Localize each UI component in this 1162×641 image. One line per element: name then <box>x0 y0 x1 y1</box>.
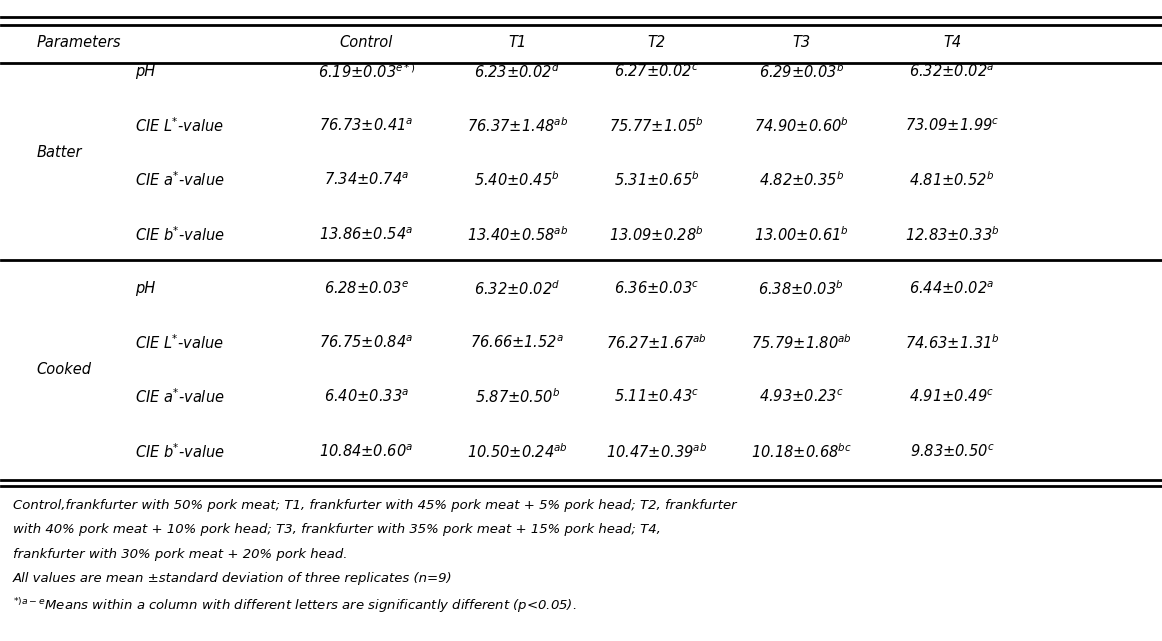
Text: 74.63±1.31$^{b}$: 74.63±1.31$^{b}$ <box>904 333 999 352</box>
Text: 6.32±0.02$^{d}$: 6.32±0.02$^{d}$ <box>474 279 560 298</box>
Text: CIE b$^{*}$-value: CIE b$^{*}$-value <box>135 442 224 461</box>
Text: 75.77±1.05$^{b}$: 75.77±1.05$^{b}$ <box>609 117 704 135</box>
Text: CIE a$^{*}$-value: CIE a$^{*}$-value <box>135 388 224 406</box>
Text: 4.81±0.52$^{b}$: 4.81±0.52$^{b}$ <box>910 171 995 190</box>
Text: CIE L$^{*}$-value: CIE L$^{*}$-value <box>135 333 223 352</box>
Text: CIE b$^{*}$-value: CIE b$^{*}$-value <box>135 225 224 244</box>
Text: All values are mean ±standard deviation of three replicates (n=9): All values are mean ±standard deviation … <box>13 572 453 585</box>
Text: 6.44±0.02$^{a}$: 6.44±0.02$^{a}$ <box>910 280 995 297</box>
Text: 5.31±0.65$^{b}$: 5.31±0.65$^{b}$ <box>614 171 700 190</box>
Text: 7.34±0.74$^{a}$: 7.34±0.74$^{a}$ <box>324 172 409 188</box>
Text: 74.90±0.60$^{b}$: 74.90±0.60$^{b}$ <box>754 117 848 135</box>
Text: pH: pH <box>135 281 155 296</box>
Text: $^{*)a-e}$Means within a column with different letters are significantly differe: $^{*)a-e}$Means within a column with dif… <box>13 596 576 615</box>
Text: 10.47±0.39$^{ab}$: 10.47±0.39$^{ab}$ <box>605 442 706 461</box>
Text: 6.32±0.02$^{a}$: 6.32±0.02$^{a}$ <box>910 63 995 80</box>
Text: 9.83±0.50$^{c}$: 9.83±0.50$^{c}$ <box>910 443 995 460</box>
Text: 10.84±0.60$^{a}$: 10.84±0.60$^{a}$ <box>320 443 414 460</box>
Text: 10.18±0.68$^{bc}$: 10.18±0.68$^{bc}$ <box>751 442 852 461</box>
Text: 75.79±1.80$^{ab}$: 75.79±1.80$^{ab}$ <box>751 333 852 352</box>
Text: frankfurter with 30% pork meat + 20% pork head.: frankfurter with 30% pork meat + 20% por… <box>13 547 347 561</box>
Text: CIE a$^{*}$-value: CIE a$^{*}$-value <box>135 171 224 190</box>
Text: 6.40±0.33$^{a}$: 6.40±0.33$^{a}$ <box>324 389 409 405</box>
Text: Batter: Batter <box>36 146 81 160</box>
Text: 76.27±1.67$^{ab}$: 76.27±1.67$^{ab}$ <box>605 333 706 352</box>
Text: 5.11±0.43$^{c}$: 5.11±0.43$^{c}$ <box>614 389 698 405</box>
Text: 6.19±0.03$^{e*)}$: 6.19±0.03$^{e*)}$ <box>317 62 416 81</box>
Text: 6.38±0.03$^{b}$: 6.38±0.03$^{b}$ <box>759 279 844 298</box>
Text: 5.87±0.50$^{b}$: 5.87±0.50$^{b}$ <box>474 388 560 406</box>
Text: 76.73±0.41$^{a}$: 76.73±0.41$^{a}$ <box>320 117 414 134</box>
Text: 76.66±1.52$^{a}$: 76.66±1.52$^{a}$ <box>471 335 565 351</box>
Text: 12.83±0.33$^{b}$: 12.83±0.33$^{b}$ <box>905 225 999 244</box>
Text: 6.23±0.02$^{d}$: 6.23±0.02$^{d}$ <box>474 62 560 81</box>
Text: 73.09±1.99$^{c}$: 73.09±1.99$^{c}$ <box>905 117 999 134</box>
Text: T2: T2 <box>647 35 666 51</box>
Text: 5.40±0.45$^{b}$: 5.40±0.45$^{b}$ <box>474 171 560 190</box>
Text: T1: T1 <box>508 35 526 51</box>
Text: Cooked: Cooked <box>36 362 91 378</box>
Text: Parameters: Parameters <box>36 35 121 51</box>
Text: 4.93±0.23$^{c}$: 4.93±0.23$^{c}$ <box>759 389 844 405</box>
Text: 13.00±0.61$^{b}$: 13.00±0.61$^{b}$ <box>754 225 848 244</box>
Text: 6.36±0.03$^{c}$: 6.36±0.03$^{c}$ <box>614 280 698 297</box>
Text: 76.75±0.84$^{a}$: 76.75±0.84$^{a}$ <box>320 335 414 351</box>
Text: 13.40±0.58$^{ab}$: 13.40±0.58$^{ab}$ <box>467 225 568 244</box>
Text: pH: pH <box>135 64 155 79</box>
Text: T3: T3 <box>792 35 810 51</box>
Text: 10.50±0.24$^{ab}$: 10.50±0.24$^{ab}$ <box>467 442 567 461</box>
Text: 4.82±0.35$^{b}$: 4.82±0.35$^{b}$ <box>759 171 844 190</box>
Text: 6.27±0.02$^{c}$: 6.27±0.02$^{c}$ <box>614 63 698 80</box>
Text: 76.37±1.48$^{ab}$: 76.37±1.48$^{ab}$ <box>467 117 568 135</box>
Text: 6.28±0.03$^{e}$: 6.28±0.03$^{e}$ <box>324 280 409 297</box>
Text: 13.86±0.54$^{a}$: 13.86±0.54$^{a}$ <box>320 226 414 243</box>
Text: with 40% pork meat + 10% pork head; T3, frankfurter with 35% pork meat + 15% por: with 40% pork meat + 10% pork head; T3, … <box>13 524 661 537</box>
Text: 13.09±0.28$^{b}$: 13.09±0.28$^{b}$ <box>609 225 704 244</box>
Text: 6.29±0.03$^{b}$: 6.29±0.03$^{b}$ <box>759 62 844 81</box>
Text: CIE L$^{*}$-value: CIE L$^{*}$-value <box>135 117 223 135</box>
Text: Control: Control <box>339 35 393 51</box>
Text: Control,frankfurter with 50% pork meat; T1, frankfurter with 45% pork meat + 5% : Control,frankfurter with 50% pork meat; … <box>13 499 737 512</box>
Text: T4: T4 <box>942 35 961 51</box>
Text: 4.91±0.49$^{c}$: 4.91±0.49$^{c}$ <box>910 389 995 405</box>
